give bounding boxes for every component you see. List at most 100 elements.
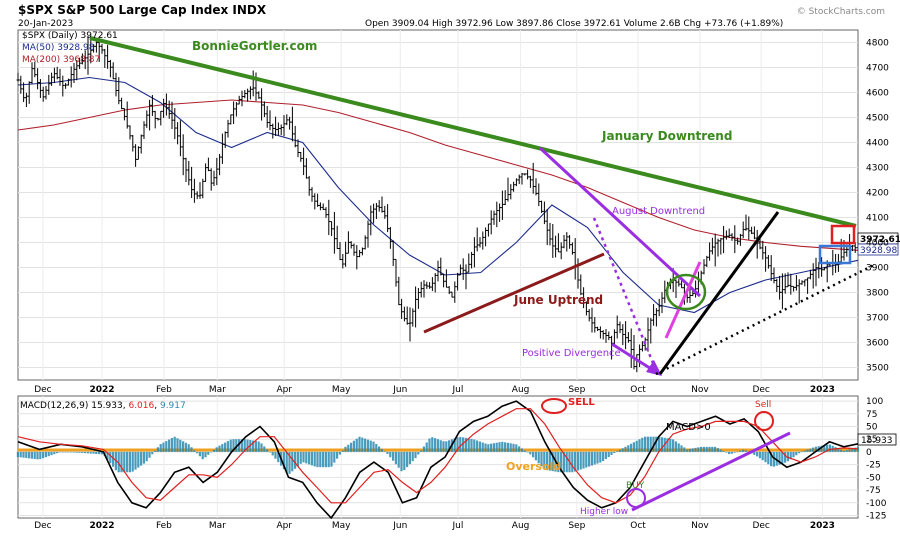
black-uptrend-line: [658, 211, 780, 375]
macd-histogram-bar: [44, 451, 47, 458]
macd-histogram-bar: [534, 451, 537, 461]
macd-histogram-bar: [669, 438, 672, 452]
macd-histogram-bar: [462, 437, 465, 452]
macd-legend-label: MACD(12,26,9): [20, 401, 88, 411]
macd-histogram-bar: [131, 451, 134, 472]
macd-histogram-bar: [660, 437, 663, 452]
sell-circle-right: [754, 411, 774, 431]
higher-low-label: Higher low: [580, 507, 628, 517]
macd-histogram-bar: [630, 443, 633, 452]
macd-histogram-bar: [238, 439, 241, 452]
macd-histogram-bar: [842, 450, 845, 452]
price-x-tick-label: Oct: [630, 385, 646, 395]
price-x-tick-label: Nov: [691, 385, 709, 395]
macd-y-tick-label: 75: [866, 410, 877, 420]
macd-y-axis: -125 -100 -75 -50 -25 0 25 50 75 100: [866, 397, 887, 521]
macd-histogram-bar: [736, 451, 739, 453]
macd-histogram-bar: [61, 451, 64, 453]
macd-histogram-bar: [162, 442, 165, 452]
macd-histogram-bar: [240, 439, 243, 452]
macd-histogram-bar: [540, 451, 543, 467]
macd-histogram-bar: [708, 446, 711, 452]
macd-histogram-bar: [369, 440, 372, 452]
macd-histogram-bar: [442, 441, 445, 452]
watermark: © StockCharts.com: [797, 7, 885, 17]
macd-histogram-bar: [562, 451, 565, 473]
macd-histogram-bar: [19, 451, 22, 458]
macd-histogram-bar: [386, 451, 389, 454]
price-x-tick-label: 2023: [810, 385, 835, 395]
price-y-tick-label: 3500: [866, 364, 889, 374]
macd-histogram-bar: [425, 442, 428, 452]
june-uptrend-label: June Uptrend: [513, 293, 603, 307]
green-circle-callout: [665, 273, 707, 311]
macd-histogram-bar: [190, 447, 193, 452]
macd-histogram-bar: [403, 451, 406, 471]
macd-histogram-bar: [674, 441, 677, 452]
macd-histogram-bar: [422, 446, 425, 452]
ma50-line: [17, 76, 859, 314]
macd-histogram-bar: [602, 451, 605, 462]
price-x-tick-label: 2022: [89, 385, 114, 395]
price-x-tick-label: Apr: [276, 385, 292, 395]
macd-x-tick-label: Mar: [209, 521, 226, 531]
macd-histogram-bar: [324, 451, 327, 468]
macd-histogram-bar: [700, 446, 703, 452]
macd-histogram-bar: [509, 443, 512, 452]
macd-histogram-bar: [117, 451, 120, 473]
macd-x-axis: Dec 2022 Feb Mar Apr May Jun Jul Aug Sep Oct Nov Dec…: [34, 521, 835, 531]
macd-histogram-bar: [632, 442, 635, 452]
price-y-axis: 3500 3600 3700 3800 3900 4000 4100 4200 4300 4400…: [866, 39, 889, 374]
macd-histogram-bar: [498, 442, 501, 452]
macd-histogram-bar: [285, 451, 288, 473]
ma50-price-value: 3928.98: [860, 246, 897, 256]
macd-histogram-bar: [257, 441, 260, 452]
price-y-tick-label: 4800: [866, 39, 889, 49]
macd-x-tick-label: Jul: [452, 521, 464, 531]
macd-histogram-bar: [86, 451, 89, 454]
macd-histogram-bar: [742, 449, 745, 452]
macd-panel: [17, 395, 859, 519]
macd-histogram-bar: [327, 451, 330, 468]
macd-histogram-bar: [823, 445, 826, 452]
macd-histogram-bar: [350, 442, 353, 452]
macd-histogram-bar: [644, 436, 647, 452]
macd-histogram-bar: [560, 451, 563, 473]
macd-histogram-bar: [604, 451, 607, 460]
macd-histogram-bar: [624, 446, 627, 452]
macd-histogram-bar: [246, 439, 249, 452]
macd-histogram-bar: [574, 451, 577, 472]
macd-histogram-bar: [532, 451, 535, 458]
macd-histogram-bar: [198, 451, 201, 457]
macd-histogram-bar: [453, 438, 456, 452]
macd-histogram-bar: [476, 440, 479, 452]
macd-histogram-bar: [243, 439, 246, 452]
macd-histogram-bar: [588, 451, 591, 467]
macd-histogram-bar: [140, 451, 143, 466]
oversold-label: Oversold: [506, 460, 561, 473]
macd-histogram-bar: [36, 451, 39, 460]
macd-histogram-bar: [851, 448, 854, 452]
macd-histogram-bar: [313, 451, 316, 467]
macd-histogram-bar: [358, 436, 361, 452]
chart-date: 20-Jan-2023: [18, 19, 73, 29]
macd-histogram-bar: [204, 451, 207, 458]
macd-histogram-bar: [95, 451, 98, 454]
macd-histogram-bar: [649, 436, 652, 452]
june-uptrend-line: [423, 252, 605, 334]
macd-histogram-bar: [296, 451, 299, 467]
macd-histogram-bar: [179, 439, 182, 452]
macd-histogram-bar: [193, 450, 196, 452]
macd-histogram-bar: [638, 439, 641, 452]
macd-histogram-bar: [596, 451, 599, 464]
macd-histogram-bar: [98, 451, 101, 455]
macd-histogram-bar: [582, 451, 585, 469]
ohlc-summary: Open 3909.04 High 3972.96 Low 3897.86 Cl…: [365, 19, 783, 29]
price-y-tick-label: 4500: [866, 114, 889, 124]
legend-ma200: MA(200) 3968.87: [22, 55, 100, 65]
macd-histogram-bar: [375, 443, 378, 452]
macd-histogram-bar: [618, 449, 621, 452]
macd-uptrend-line: [631, 431, 791, 512]
macd-histogram-bar: [184, 442, 187, 452]
